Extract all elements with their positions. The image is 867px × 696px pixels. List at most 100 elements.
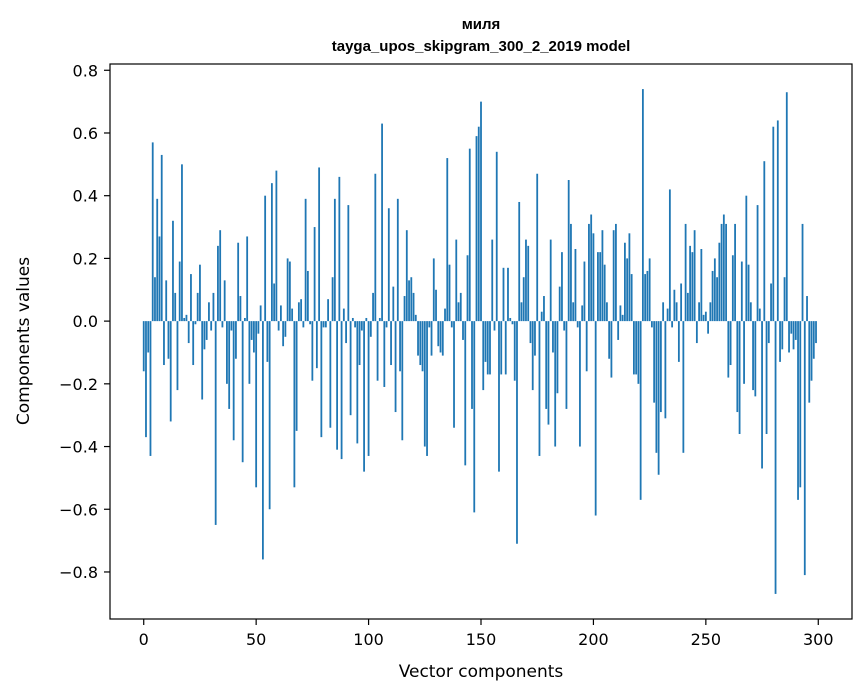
bar [304,198,307,322]
bar [659,321,662,413]
bar [205,321,208,340]
bar [435,289,437,322]
bar [363,321,365,472]
bar [217,245,219,322]
bar [662,302,665,322]
bar [722,214,725,322]
bar [365,317,368,322]
bar [338,176,341,322]
bar [468,148,471,322]
bar [736,321,739,413]
bar [336,321,338,450]
bar [509,317,512,322]
bar [477,126,480,322]
y-axis-label: Components values [14,257,34,425]
bar [749,302,752,322]
bar [682,321,685,453]
bar [210,321,213,331]
bar [158,236,161,322]
bar [208,302,210,322]
bar [475,136,478,322]
bar [221,321,224,328]
bar [340,321,343,460]
bar [212,292,215,322]
bar [387,208,390,322]
bar [372,292,374,322]
bar [464,321,467,466]
bar [601,230,604,322]
bar [527,245,530,322]
bar [232,321,235,441]
bar [772,126,775,322]
bar [520,302,523,322]
bar [450,321,453,328]
bar [448,264,451,322]
x-tick-label: 250 [691,630,722,649]
bar [194,321,197,325]
bar [167,321,170,359]
bar-series [142,89,817,594]
bar [594,321,597,516]
bar [698,302,700,322]
bar [369,321,372,337]
bar [761,321,763,469]
bar [619,305,622,322]
bar [543,296,545,322]
bar [797,321,799,500]
bar [417,321,419,356]
bar [522,277,525,322]
bar [531,321,534,391]
bar [284,321,287,337]
bar [639,321,642,500]
bar [471,321,473,409]
bar [799,321,802,488]
bar [237,242,240,322]
bar [367,321,370,456]
bar [311,321,314,381]
bar [754,321,757,397]
bar [235,321,237,359]
bar [610,321,613,378]
bar [731,255,734,322]
bar [808,321,811,403]
x-tick-label: 150 [466,630,497,649]
bar [700,249,703,322]
bar [630,274,633,322]
bar [291,308,294,322]
bar [693,230,696,322]
bar [147,321,150,353]
bar [430,321,433,356]
bar [626,258,629,322]
bar [727,321,730,378]
bar [590,214,593,322]
bar [549,239,552,322]
bar [783,277,786,322]
bar [812,321,815,359]
bar [165,280,168,322]
bar [306,270,309,322]
bar [383,321,386,387]
bar [428,321,431,328]
bar [320,321,323,438]
bar [671,321,674,328]
bar [711,270,714,322]
bar [421,321,424,372]
y-tick-label: −0.6 [59,500,98,519]
bar [675,302,678,322]
bar [432,258,435,322]
bar [653,321,656,403]
bar [333,198,336,322]
bar [650,321,653,328]
x-tick-label: 300 [803,630,834,649]
bar [790,321,793,334]
bar [178,261,181,322]
bar [536,173,539,322]
bar [183,317,186,322]
bar [214,321,217,525]
bar [446,158,449,322]
bar [444,308,446,322]
bar [588,223,590,322]
bar [239,296,242,322]
bar [606,302,608,322]
bar [718,242,721,322]
